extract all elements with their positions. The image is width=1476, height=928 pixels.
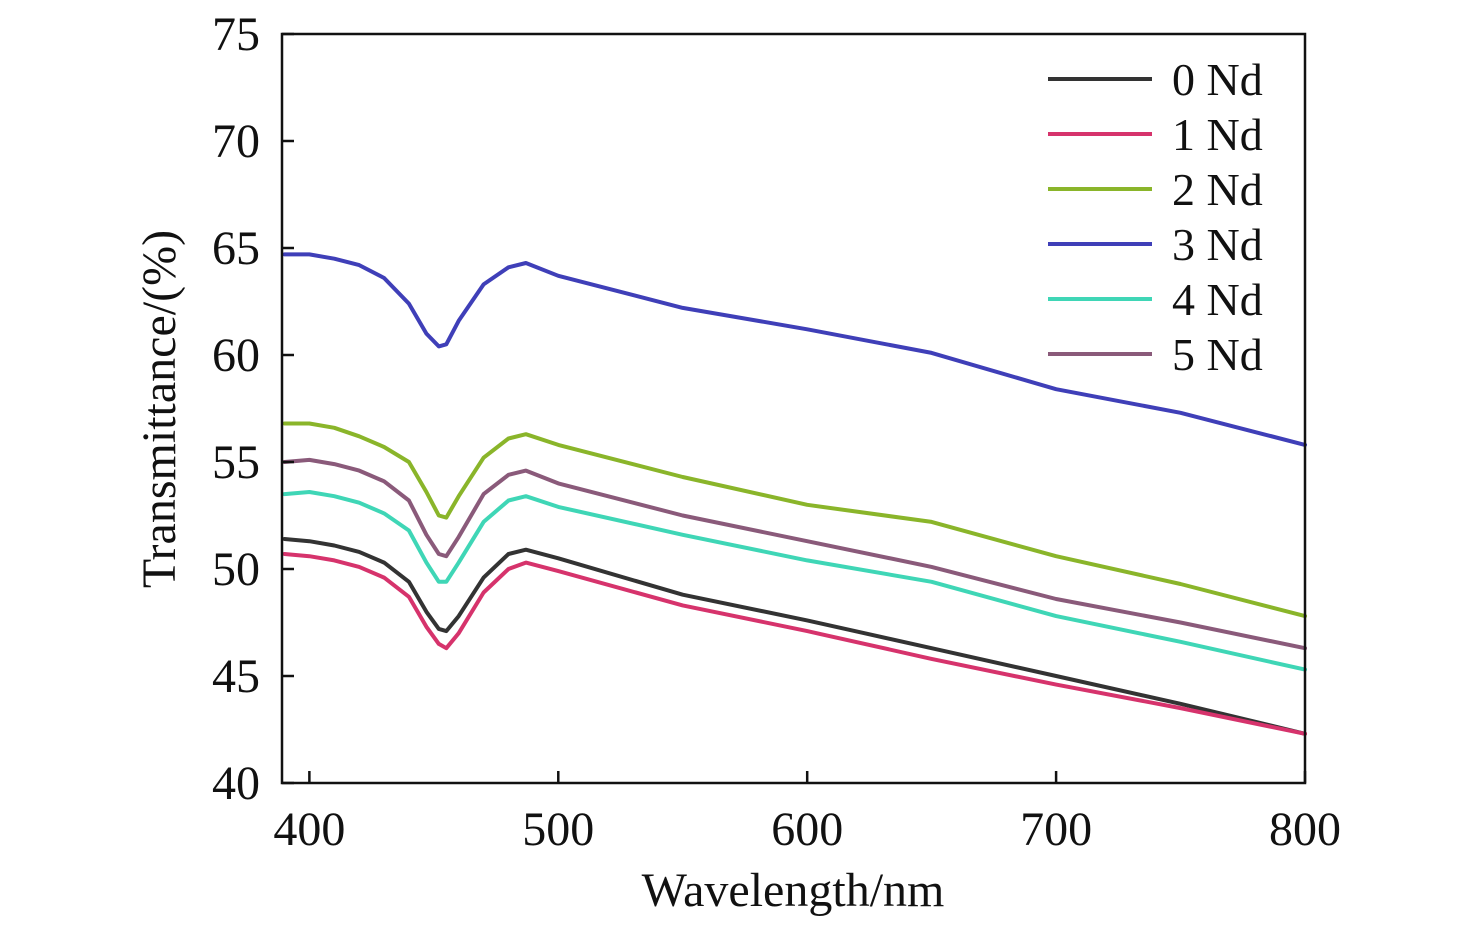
y-tick-label: 55 [212, 436, 260, 489]
y-tick-label: 40 [212, 757, 260, 810]
series-line-0 [282, 537, 1307, 736]
series-line-1 [282, 552, 1307, 736]
y-tick-label: 65 [212, 222, 260, 275]
x-axis-title: Wavelength/nm [642, 864, 945, 917]
x-tick-label: 700 [1020, 803, 1092, 856]
plot-lines [282, 252, 1307, 736]
series-line-3 [282, 252, 1307, 447]
y-tick-label: 45 [212, 650, 260, 703]
y-axis-title: Transmittance/(%) [133, 230, 186, 588]
series-line-5 [282, 457, 1307, 651]
legend-label-4: 4 Nd [1172, 274, 1263, 325]
y-tick-label: 60 [212, 329, 260, 382]
x-tick-label: 600 [771, 803, 843, 856]
legend-label-3: 3 Nd [1172, 219, 1263, 270]
legend-label-5: 5 Nd [1172, 329, 1263, 380]
series-line-4 [282, 490, 1307, 672]
y-tick-label: 75 [212, 8, 260, 61]
legend-label-0: 0 Nd [1172, 54, 1263, 105]
legend: 0 Nd1 Nd2 Nd3 Nd4 Nd5 Nd [1048, 54, 1263, 380]
y-tick-label: 70 [212, 115, 260, 168]
x-tick-label: 800 [1269, 803, 1341, 856]
legend-label-1: 1 Nd [1172, 109, 1263, 160]
axes: 400 500 600 700 800 40 45 50 55 60 65 70 75 [212, 8, 1341, 856]
x-tick-label: 400 [273, 803, 345, 856]
x-tick-label: 500 [522, 803, 594, 856]
plot-frame [280, 32, 1307, 785]
legend-label-2: 2 Nd [1172, 164, 1263, 215]
y-tick-label: 50 [212, 543, 260, 596]
series-line-2 [282, 421, 1307, 619]
